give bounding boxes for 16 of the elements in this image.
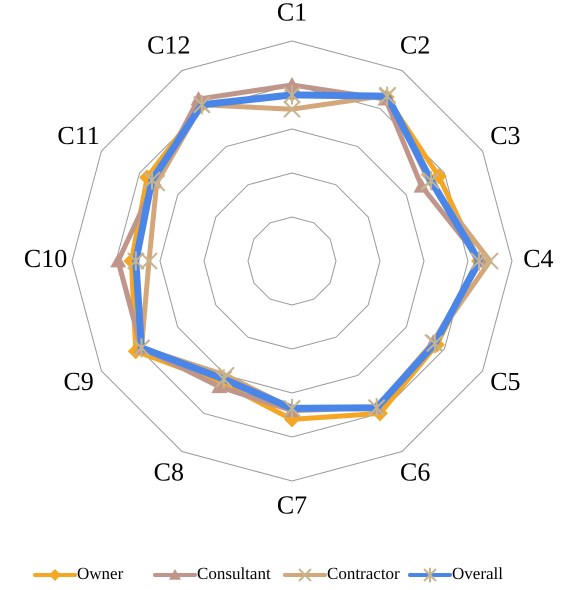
spoke-label: C12 [147,30,190,60]
spoke-label: C9 [63,367,94,396]
legend-label: Owner [77,564,124,583]
spoke-label: C6 [400,457,430,486]
spoke-label: C5 [490,367,521,396]
legend-label: Contractor [327,564,400,583]
spoke-label: C3 [490,120,521,150]
spoke-label: C4 [523,244,554,273]
spoke-label: C1 [276,0,308,27]
spoke-label: C2 [400,30,430,60]
spoke-label: C8 [154,457,184,486]
spoke-label: C10 [24,244,68,273]
legend-label: Overall [452,564,504,583]
spoke-label: C11 [57,120,100,150]
legend-label: Consultant [197,564,271,583]
spoke-label: C7 [276,490,308,520]
